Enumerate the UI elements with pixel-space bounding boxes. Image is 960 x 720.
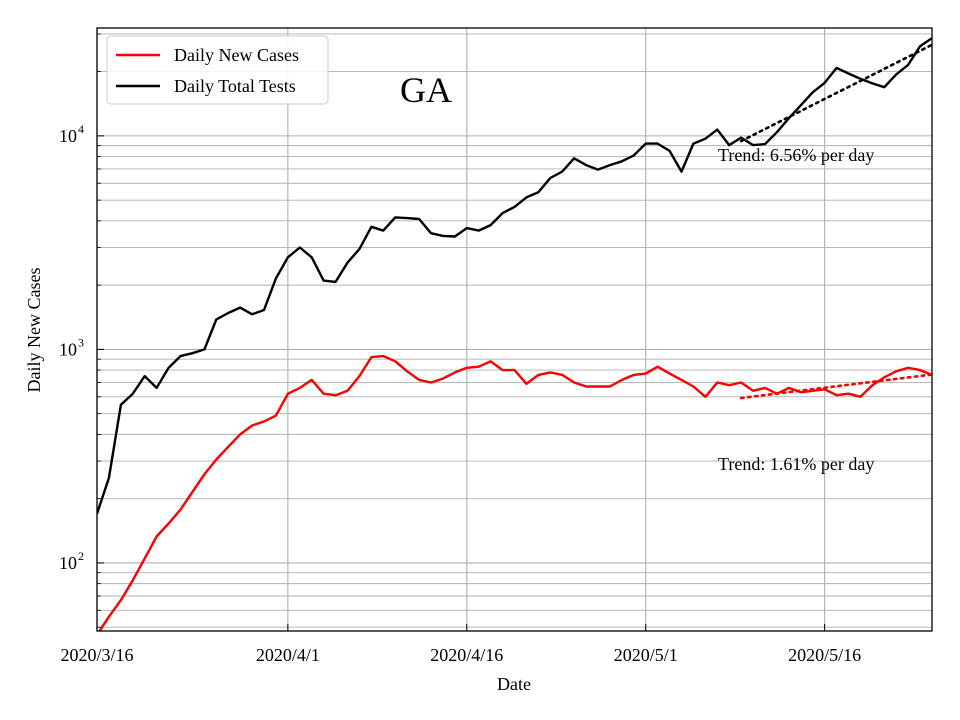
legend-label-tests: Daily Total Tests	[174, 76, 296, 96]
trend-line-tests	[739, 43, 932, 143]
y-tick-label: 10	[59, 553, 77, 573]
chart-title: GA	[400, 70, 452, 110]
legend-box	[106, 35, 329, 105]
plot-frame	[96, 27, 933, 632]
y-tick-exponent: 2	[78, 549, 84, 563]
y-tick-exponent: 4	[78, 122, 84, 136]
x-tick-label: 2020/4/1	[256, 645, 320, 665]
y-tick-exponent: 3	[78, 335, 84, 349]
trend-label-tests: Trend: 6.56% per day	[718, 145, 874, 165]
legend-label-cases: Daily New Cases	[174, 45, 299, 65]
x-tick-label: 2020/5/16	[788, 645, 861, 665]
legend: Daily New Cases Daily Total Tests	[106, 35, 329, 105]
trend-label-cases: Trend: 1.61% per day	[718, 454, 874, 474]
x-tick-label: 2020/3/16	[60, 645, 133, 665]
y-tick-label: 10	[59, 339, 77, 359]
x-tick-label: 2020/5/1	[614, 645, 678, 665]
x-tick-label: 2020/4/16	[430, 645, 503, 665]
series	[97, 37, 932, 631]
y-axis-label: Daily New Cases	[24, 268, 44, 393]
x-axis-label: Date	[497, 674, 531, 694]
series-line-daily-new-cases	[98, 354, 932, 631]
y-tick-label: 10	[59, 126, 77, 146]
trend-line-cases	[739, 373, 932, 400]
